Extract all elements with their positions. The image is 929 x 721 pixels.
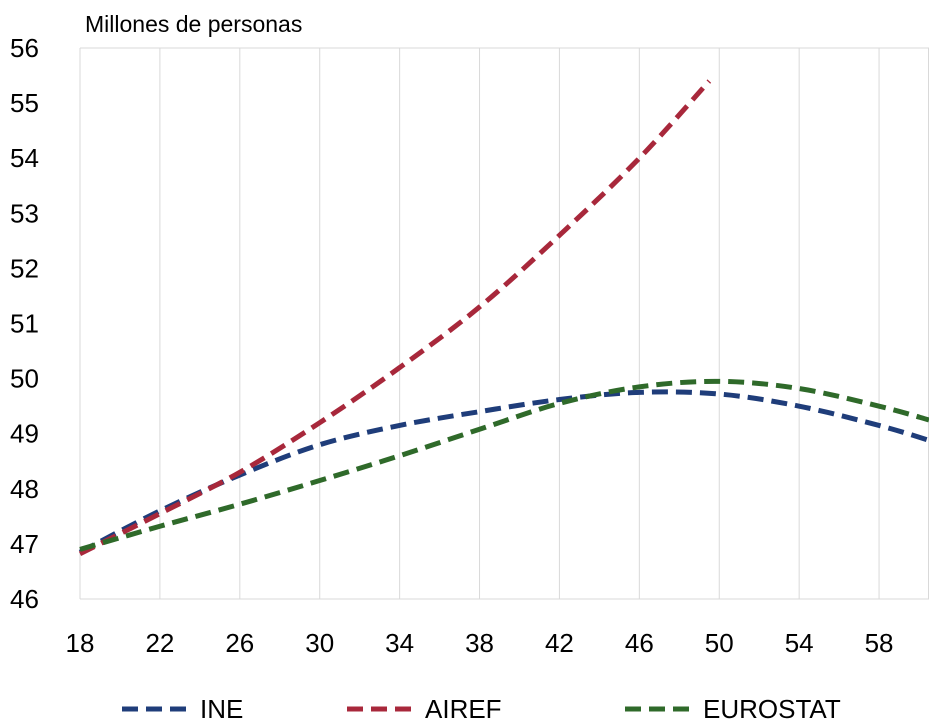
x-tick-label: 34 xyxy=(385,628,414,658)
x-tick-label: 46 xyxy=(625,628,654,658)
x-tick-label: 50 xyxy=(705,628,734,658)
gridlines xyxy=(79,47,929,600)
x-axis-ticks: 18 22 26 30 34 38 42 46 50 54 58 xyxy=(66,628,894,658)
legend-label-airef: AIREF xyxy=(425,694,502,721)
y-tick-label: 49 xyxy=(10,419,39,449)
y-tick-label: 54 xyxy=(10,143,39,173)
legend: INE AIREF EUROSTAT xyxy=(122,694,841,721)
y-tick-label: 51 xyxy=(10,309,39,339)
y-axis-ticks: 46 47 48 49 50 51 52 53 54 55 56 xyxy=(10,33,39,614)
x-tick-label: 38 xyxy=(465,628,494,658)
x-tick-label: 54 xyxy=(785,628,814,658)
y-axis-label: Millones de personas xyxy=(85,11,302,37)
series-line-eurostat xyxy=(79,378,929,552)
y-tick-label: 46 xyxy=(10,584,39,614)
x-tick-label: 26 xyxy=(225,628,254,658)
series-line-airef xyxy=(78,79,712,557)
y-tick-label: 48 xyxy=(10,474,39,504)
series-line-ine xyxy=(78,389,929,555)
legend-label-ine: INE xyxy=(200,694,243,721)
y-tick-label: 55 xyxy=(10,88,39,118)
x-tick-label: 30 xyxy=(305,628,334,658)
x-tick-label: 58 xyxy=(865,628,894,658)
x-tick-label: 42 xyxy=(545,628,574,658)
x-tick-label: 22 xyxy=(145,628,174,658)
series-lines xyxy=(78,79,929,557)
y-tick-label: 56 xyxy=(10,33,39,63)
y-tick-label: 47 xyxy=(10,529,39,559)
legend-label-eurostat: EUROSTAT xyxy=(703,694,841,721)
y-tick-label: 52 xyxy=(10,253,39,283)
y-tick-label: 50 xyxy=(10,364,39,394)
y-tick-label: 53 xyxy=(10,198,39,228)
x-tick-label: 18 xyxy=(66,628,95,658)
